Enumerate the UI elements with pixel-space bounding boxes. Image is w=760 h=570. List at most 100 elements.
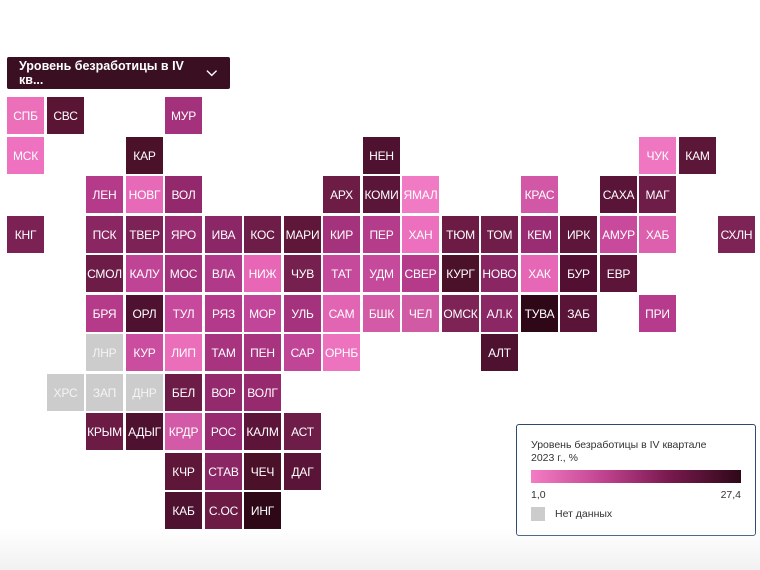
legend-title: Уровень безработицы в IV квартале 2023 г… — [531, 439, 707, 464]
region-tile[interactable]: ЧУВ — [284, 255, 321, 292]
region-tile[interactable]: НОВГ — [126, 176, 163, 213]
region-tile[interactable]: ЧЕЛ — [402, 295, 439, 332]
region-tile[interactable]: ТУЛ — [165, 295, 202, 332]
region-tile[interactable]: БУР — [560, 255, 597, 292]
region-tile[interactable]: МАГ — [639, 176, 676, 213]
region-tile[interactable]: КАР — [126, 137, 163, 174]
region-tile[interactable]: САХА — [600, 176, 637, 213]
region-tile[interactable]: КАЛМ — [244, 413, 281, 450]
region-tile[interactable]: НИЖ — [244, 255, 281, 292]
region-tile[interactable]: КЕМ — [521, 216, 558, 253]
region-tile[interactable]: ПРИ — [639, 295, 676, 332]
region-tile[interactable]: ДАГ — [284, 453, 321, 490]
region-tile[interactable]: КЧР — [165, 453, 202, 490]
region-tile[interactable]: ПЕН — [244, 334, 281, 371]
region-tile[interactable]: АРХ — [323, 176, 360, 213]
region-tile[interactable]: КРДР — [165, 413, 202, 450]
region-tile[interactable]: КАМ — [679, 137, 716, 174]
region-tile[interactable]: ВОЛГ — [244, 374, 281, 411]
region-tile[interactable]: САР — [284, 334, 321, 371]
region-tile[interactable]: ЯМАЛ — [402, 176, 439, 213]
region-tile[interactable]: КИР — [323, 216, 360, 253]
region-tile[interactable]: МУР — [165, 97, 202, 134]
region-tile[interactable]: КРАС — [521, 176, 558, 213]
region-tile[interactable]: НОВО — [481, 255, 518, 292]
region-tile[interactable]: КАБ — [165, 492, 202, 529]
dropdown-label: Уровень безработицы в IV кв... — [19, 59, 184, 87]
region-tile[interactable]: АДЫГ — [126, 413, 163, 450]
region-tile[interactable]: ЕВР — [600, 255, 637, 292]
region-tile[interactable]: СХЛН — [718, 216, 755, 253]
region-tile[interactable]: СВЕР — [402, 255, 439, 292]
legend-min-label: 1,0 — [531, 489, 546, 501]
region-tile[interactable]: ТЮМ — [442, 216, 479, 253]
region-tile[interactable]: КУРГ — [442, 255, 479, 292]
legend-nodata: Нет данных — [531, 507, 742, 521]
region-tile[interactable]: ЗАП — [86, 374, 123, 411]
legend-gradient-bar — [531, 470, 741, 483]
region-tile[interactable]: ИВА — [205, 216, 242, 253]
region-tile[interactable]: ЯРО — [165, 216, 202, 253]
region-tile[interactable]: САМ — [323, 295, 360, 332]
region-tile[interactable]: РЯЗ — [205, 295, 242, 332]
region-tile[interactable]: ПЕР — [363, 216, 400, 253]
region-tile[interactable]: ТАТ — [323, 255, 360, 292]
region-tile[interactable]: УДМ — [363, 255, 400, 292]
region-tile[interactable]: ДНР — [126, 374, 163, 411]
region-tile[interactable]: ЛЕН — [86, 176, 123, 213]
region-tile[interactable]: ЛНР — [86, 334, 123, 371]
region-tile[interactable]: МОР — [244, 295, 281, 332]
region-tile[interactable]: ОМСК — [442, 295, 479, 332]
region-tile[interactable]: АМУР — [600, 216, 637, 253]
nodata-label: Нет данных — [555, 508, 613, 520]
region-tile[interactable]: ВЛА — [205, 255, 242, 292]
region-tile[interactable]: ЧЕЧ — [244, 453, 281, 490]
region-tile[interactable]: ТАМ — [205, 334, 242, 371]
region-tile[interactable]: КОС — [244, 216, 281, 253]
region-tile[interactable]: КРЫМ — [86, 413, 123, 450]
region-tile[interactable]: МАРИ — [284, 216, 321, 253]
region-tile[interactable]: КАЛУ — [126, 255, 163, 292]
region-tile[interactable]: ХРС — [47, 374, 84, 411]
region-tile[interactable]: ВОЛ — [165, 176, 202, 213]
region-tile[interactable]: СТАВ — [205, 453, 242, 490]
region-tile[interactable]: МСК — [7, 137, 44, 174]
region-tile[interactable]: МОС — [165, 255, 202, 292]
region-tile[interactable]: БЕЛ — [165, 374, 202, 411]
map-legend: Уровень безработицы в IV квартале 2023 г… — [516, 424, 756, 536]
region-tile[interactable]: ХАН — [402, 216, 439, 253]
region-tile[interactable]: ТУВА — [521, 295, 558, 332]
region-tile[interactable]: АСТ — [284, 413, 321, 450]
region-tile[interactable]: ТОМ — [481, 216, 518, 253]
region-tile[interactable]: АЛТ — [481, 334, 518, 371]
region-tile[interactable]: РОС — [205, 413, 242, 450]
indicator-dropdown[interactable]: Уровень безработицы в IV кв... — [7, 57, 230, 89]
region-tile[interactable]: ЗАБ — [560, 295, 597, 332]
region-tile[interactable]: ПСК — [86, 216, 123, 253]
region-tile[interactable]: БРЯ — [86, 295, 123, 332]
region-tile[interactable]: ЧУК — [639, 137, 676, 174]
region-tile[interactable]: АЛ.К — [481, 295, 518, 332]
region-tile[interactable]: СМОЛ — [86, 255, 123, 292]
region-tile[interactable]: СВС — [47, 97, 84, 134]
region-tile[interactable]: ОРЛ — [126, 295, 163, 332]
region-tile[interactable]: КОМИ — [363, 176, 400, 213]
region-tile[interactable]: ИНГ — [244, 492, 281, 529]
region-tile[interactable]: УЛЬ — [284, 295, 321, 332]
region-tile[interactable]: КНГ — [7, 216, 44, 253]
region-tile[interactable]: ТВЕР — [126, 216, 163, 253]
region-tile[interactable]: КУР — [126, 334, 163, 371]
region-tile[interactable]: БШК — [363, 295, 400, 332]
region-tile[interactable]: ВОР — [205, 374, 242, 411]
chevron-down-icon — [205, 70, 217, 77]
region-tile[interactable]: ЛИП — [165, 334, 202, 371]
region-tile[interactable]: НЕН — [363, 137, 400, 174]
region-tile[interactable]: ИРК — [560, 216, 597, 253]
region-tile[interactable]: С.ОС — [205, 492, 242, 529]
region-tile[interactable]: ХАК — [521, 255, 558, 292]
region-tile[interactable]: ОРНБ — [323, 334, 360, 371]
region-tile[interactable]: ХАБ — [639, 216, 676, 253]
region-tile[interactable]: СПБ — [7, 97, 44, 134]
nodata-swatch — [531, 507, 545, 521]
